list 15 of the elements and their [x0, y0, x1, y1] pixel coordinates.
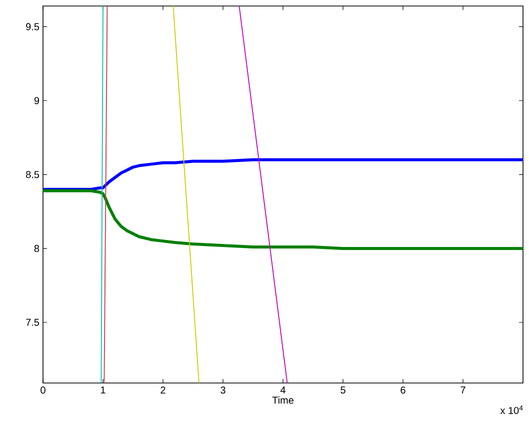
text: x 10$^{4}$ — [500, 406, 523, 414]
x-tick-label: 7 — [460, 386, 466, 394]
x-tick-label: 4 — [280, 386, 286, 394]
x-tick-label: 5 — [340, 386, 346, 394]
x-tick-label: 0 — [40, 386, 46, 394]
x-axis-title: Time — [272, 396, 294, 404]
x-tick-label: 2 — [160, 386, 166, 394]
y-tick-label: 8.5 — [26, 170, 40, 178]
y-tick-label: 8 — [34, 244, 40, 252]
x-tick-label: 3 — [220, 386, 226, 394]
x-tick-label: 1 — [100, 386, 106, 394]
x-tick-label: 6 — [400, 386, 406, 394]
y-tick-label: 9 — [34, 97, 40, 104]
y-tick-label: 7.5 — [26, 318, 40, 326]
y-tick-label: 9.5 — [26, 23, 40, 30]
